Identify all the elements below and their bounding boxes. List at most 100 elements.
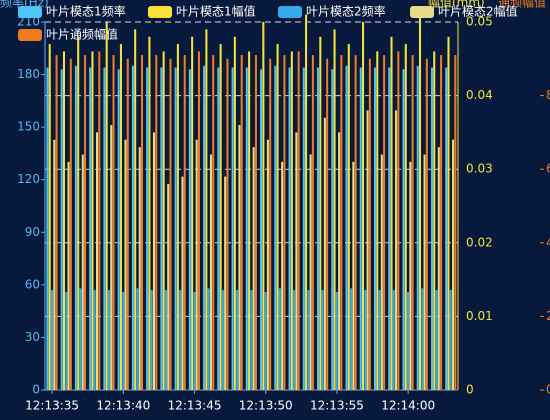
- bar: [160, 67, 163, 391]
- bar: [62, 51, 65, 390]
- bar: [179, 290, 182, 390]
- bar: [435, 290, 438, 390]
- bar: [383, 55, 386, 391]
- bar: [226, 58, 229, 391]
- bar: [288, 67, 291, 391]
- bar: [454, 55, 457, 391]
- legend-label: 叶片通频幅值: [46, 27, 118, 42]
- y3-tick-label: 8: [546, 88, 550, 102]
- bar: [95, 132, 99, 390]
- x-tick-label: 12:14:00: [381, 399, 435, 413]
- bar: [423, 154, 426, 390]
- bar: [378, 290, 381, 390]
- bar: [362, 22, 365, 390]
- bar: [152, 132, 156, 390]
- bar: [421, 288, 424, 390]
- bar: [452, 139, 455, 390]
- bar: [359, 67, 362, 391]
- x-tick-label: 12:13:35: [25, 399, 79, 413]
- bar: [193, 291, 196, 390]
- bar: [290, 51, 293, 390]
- bar: [278, 288, 281, 390]
- bar: [221, 290, 224, 390]
- bar: [311, 55, 314, 391]
- bar: [50, 290, 54, 390]
- bar: [350, 288, 353, 390]
- bar: [60, 69, 63, 391]
- y-tick-label: 30: [25, 330, 40, 344]
- bar: [117, 69, 120, 391]
- bar: [331, 69, 334, 391]
- bar: [392, 290, 395, 390]
- x-tick-label: 12:13:40: [96, 399, 150, 413]
- bar: [110, 125, 113, 390]
- y2-tick-label: 0.03: [466, 162, 493, 176]
- bar: [252, 147, 255, 390]
- bar: [416, 65, 419, 391]
- bar: [240, 55, 243, 391]
- bar: [305, 14, 308, 390]
- y2-tick-label: 0.02: [466, 235, 493, 249]
- bar: [195, 139, 198, 390]
- bar: [67, 161, 70, 390]
- bar: [46, 67, 49, 391]
- bar: [380, 154, 383, 390]
- bar: [150, 290, 153, 390]
- bar: [84, 55, 87, 391]
- bar: [269, 58, 272, 391]
- bar: [281, 161, 284, 390]
- bar: [245, 67, 248, 391]
- legend-swatch: [278, 6, 302, 18]
- bar: [323, 117, 326, 391]
- bar: [122, 291, 125, 390]
- bar: [366, 110, 369, 390]
- bar: [402, 69, 405, 391]
- bar: [302, 67, 305, 391]
- y3-tick-label: 6: [546, 162, 550, 176]
- bar: [319, 36, 322, 390]
- bar: [138, 147, 141, 390]
- bar: [326, 58, 329, 391]
- bar: [148, 36, 151, 390]
- y-tick-label: 180: [17, 67, 40, 81]
- y-tick-label: 120: [17, 172, 40, 186]
- bar: [105, 22, 108, 390]
- bar: [162, 51, 165, 390]
- bar: [212, 55, 215, 391]
- bar: [55, 55, 58, 391]
- bar: [65, 291, 68, 390]
- bar: [266, 139, 269, 390]
- bar: [131, 65, 134, 391]
- bar: [207, 288, 210, 390]
- bar: [188, 69, 191, 391]
- bar: [107, 290, 110, 390]
- bar: [411, 55, 414, 391]
- bar: [276, 44, 279, 390]
- bar: [103, 67, 106, 391]
- bar: [219, 44, 222, 390]
- bar: [293, 290, 296, 390]
- bar: [169, 58, 172, 391]
- bar: [397, 51, 400, 390]
- bar: [79, 288, 82, 390]
- legend-label: 叶片模态1幅值: [176, 4, 256, 19]
- y2-tick-label: 0.04: [466, 88, 493, 102]
- bar: [174, 67, 177, 391]
- y2-tick-label: 0: [466, 383, 474, 397]
- bar: [425, 58, 428, 391]
- bar: [333, 29, 336, 391]
- legend-swatch: [18, 29, 42, 41]
- bar: [93, 290, 96, 390]
- bar: [440, 55, 443, 391]
- x-tick-label: 12:13:55: [310, 399, 364, 413]
- bar: [335, 291, 338, 390]
- y2-tick-label: 0.01: [466, 309, 493, 323]
- bar: [136, 288, 139, 390]
- bar: [376, 51, 379, 390]
- legend-label: 叶片模态1频率: [46, 4, 126, 19]
- bar: [340, 55, 343, 391]
- bar: [233, 36, 236, 390]
- bar: [274, 65, 277, 391]
- bar: [437, 147, 440, 390]
